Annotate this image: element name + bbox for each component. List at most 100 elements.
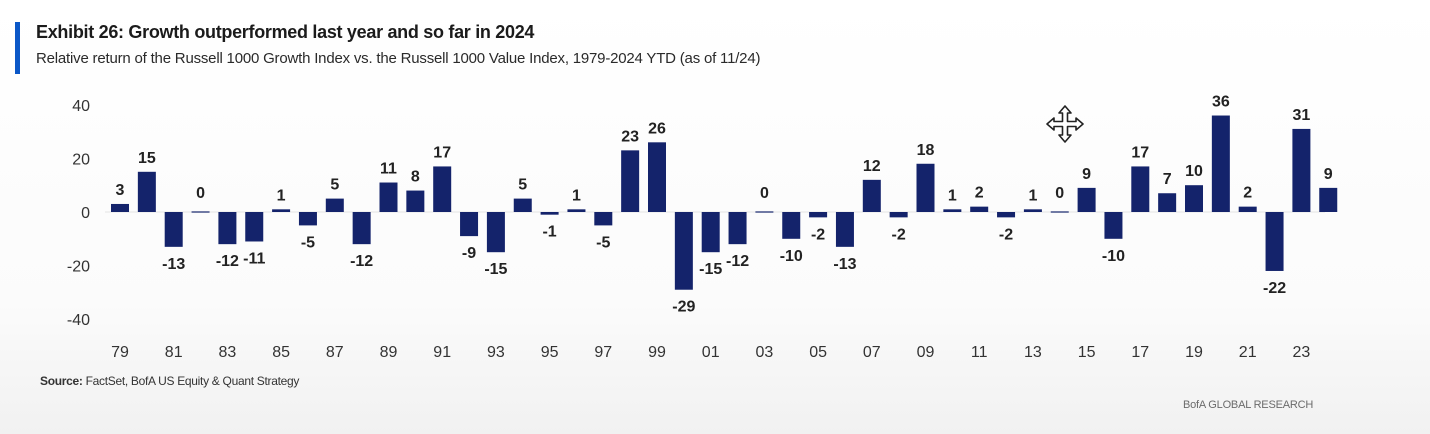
bar <box>567 209 586 212</box>
bar <box>862 179 881 212</box>
title-accent-bar <box>15 22 20 74</box>
bar <box>191 211 210 213</box>
bar <box>164 212 183 247</box>
bar <box>970 206 989 212</box>
bar <box>943 209 962 212</box>
bar <box>1077 187 1096 212</box>
y-tick-label: -20 <box>67 259 90 276</box>
data-label: 15 <box>138 150 156 167</box>
x-tick-label: 93 <box>487 344 505 361</box>
bar <box>513 198 532 212</box>
data-label: 12 <box>863 158 881 175</box>
bar <box>701 212 720 253</box>
data-label: -12 <box>216 253 239 270</box>
data-label: 1 <box>572 187 581 204</box>
data-label: -11 <box>243 250 265 267</box>
x-tick-label: 89 <box>380 344 398 361</box>
source-note: Source: FactSet, BofA US Equity & Quant … <box>40 374 299 388</box>
bar <box>621 150 640 212</box>
x-tick-label: 97 <box>594 344 612 361</box>
bar <box>460 212 479 237</box>
data-label: -12 <box>726 253 749 270</box>
data-label: 8 <box>411 169 420 186</box>
x-tick-label: 21 <box>1239 344 1257 361</box>
x-tick-label: 09 <box>917 344 935 361</box>
bar <box>1050 211 1069 213</box>
bar <box>1238 206 1257 212</box>
bar <box>648 142 666 212</box>
data-label: -10 <box>1102 248 1125 265</box>
data-label: 1 <box>1028 187 1037 204</box>
bar <box>782 212 801 239</box>
move-cursor-icon <box>1046 105 1084 143</box>
data-label: -9 <box>462 245 476 262</box>
data-label: -13 <box>162 256 185 273</box>
data-label: 0 <box>196 185 205 202</box>
exhibit-subtitle: Relative return of the Russell 1000 Grow… <box>36 50 761 67</box>
bar <box>137 171 156 212</box>
bar <box>674 212 693 290</box>
data-label: 9 <box>1082 166 1091 183</box>
data-label: 17 <box>1131 144 1149 161</box>
bar <box>272 209 291 212</box>
data-label: 2 <box>975 185 984 202</box>
bar <box>1104 212 1123 239</box>
x-tick-label: 99 <box>648 344 666 361</box>
bar <box>111 203 129 212</box>
x-tick-label: 87 <box>326 344 344 361</box>
x-tick-label: 07 <box>863 344 881 361</box>
data-label: -1 <box>542 224 556 241</box>
bar <box>1023 209 1042 212</box>
bar <box>1158 193 1177 212</box>
data-label: -5 <box>596 234 610 251</box>
bar <box>379 182 398 212</box>
bar <box>1185 185 1203 212</box>
x-tick-label: 85 <box>272 344 290 361</box>
x-tick-label: 95 <box>541 344 559 361</box>
bar <box>835 212 854 247</box>
data-label: 1 <box>948 187 957 204</box>
data-label: 26 <box>648 120 666 137</box>
data-label: -2 <box>999 226 1013 243</box>
data-label: 3 <box>116 182 125 199</box>
data-label: 0 <box>1055 185 1064 202</box>
bar <box>1131 166 1150 212</box>
bar <box>298 212 317 226</box>
x-tick-label: 81 <box>165 344 183 361</box>
data-label: 5 <box>330 177 339 194</box>
data-label: 5 <box>518 177 527 194</box>
exhibit-title: Exhibit 26: Growth outperformed last yea… <box>36 22 535 42</box>
data-label: 0 <box>760 185 769 202</box>
bar <box>325 198 344 212</box>
bar <box>1265 212 1284 271</box>
x-tick-label: 23 <box>1293 344 1311 361</box>
data-label: 23 <box>621 128 639 145</box>
data-label: 17 <box>433 144 451 161</box>
bar <box>755 211 774 213</box>
bar <box>540 212 559 215</box>
data-label: 7 <box>1163 171 1172 188</box>
x-tick-label: 19 <box>1185 344 1203 361</box>
brand-footer: BofA GLOBAL RESEARCH <box>1183 399 1314 411</box>
data-label: 2 <box>1243 185 1252 202</box>
data-label: -2 <box>892 226 906 243</box>
x-tick-label: 11 <box>971 344 988 361</box>
data-label: -15 <box>699 261 722 278</box>
data-label: -12 <box>350 253 373 270</box>
data-label: -22 <box>1263 280 1286 297</box>
bar <box>1211 115 1230 212</box>
data-label: -2 <box>811 226 825 243</box>
x-tick-label: 03 <box>756 344 774 361</box>
bar <box>1292 128 1311 212</box>
data-label: 36 <box>1212 94 1230 111</box>
source-label: Source: <box>40 374 83 388</box>
source-text: FactSet, BofA US Equity & Quant Strategy <box>82 374 300 388</box>
x-tick-label: 91 <box>433 344 451 361</box>
data-label: -10 <box>780 248 803 265</box>
bar <box>486 212 505 253</box>
y-tick-label: 0 <box>81 205 90 222</box>
bar <box>406 190 425 212</box>
bar <box>889 212 908 218</box>
